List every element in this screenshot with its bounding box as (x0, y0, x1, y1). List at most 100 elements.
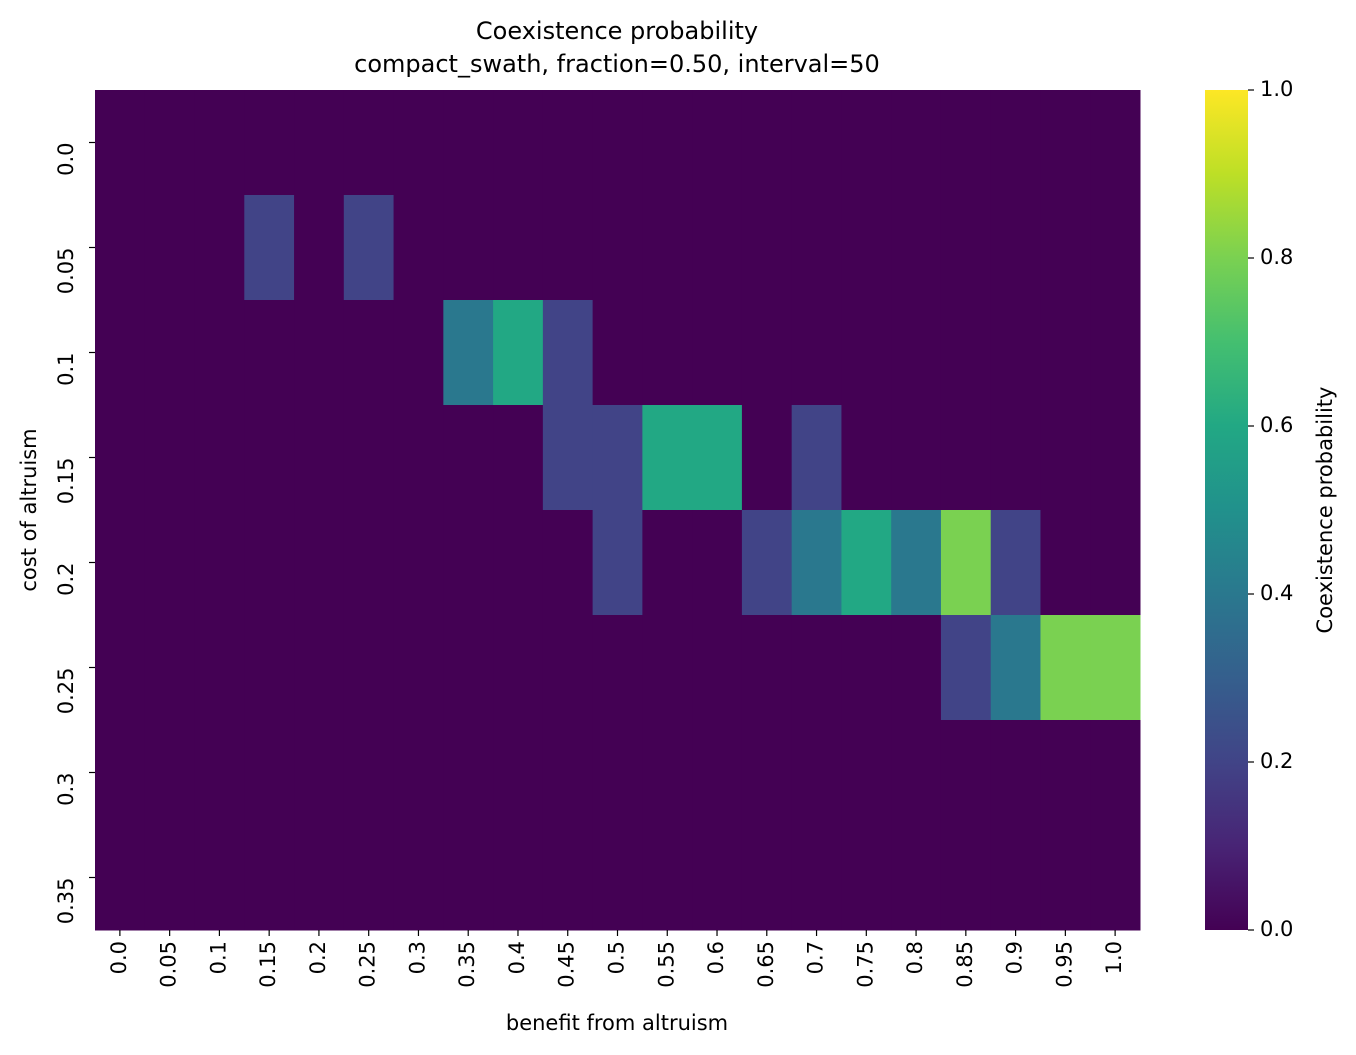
heatmap-cell (1090, 195, 1141, 301)
heatmap-cell (95, 300, 146, 406)
heatmap-cell (592, 825, 643, 931)
heatmap-cell (642, 300, 693, 406)
heatmap-cell (791, 615, 842, 721)
heatmap-cell (791, 300, 842, 406)
heatmap-cell (343, 90, 395, 196)
heatmap-cell (1040, 90, 1091, 196)
heatmap-cell (990, 300, 1041, 406)
heatmap-cell (1090, 405, 1141, 511)
heatmap-cell (692, 510, 743, 616)
x-tick-label: 0.2 (306, 941, 330, 974)
colorbar-label: Coexistence probability (1313, 387, 1337, 634)
heatmap-cell (592, 615, 643, 721)
heatmap-cell (1090, 720, 1141, 826)
y-tick-label: 0.1 (54, 353, 78, 386)
heatmap-cell (1090, 300, 1141, 406)
heatmap-cell (542, 720, 594, 826)
heatmap-cell (592, 195, 643, 301)
x-tick-label: 0.1 (206, 941, 230, 974)
heatmap-cell (493, 195, 544, 301)
x-tick-label: 0.85 (953, 941, 977, 988)
heatmap-cell (1090, 90, 1141, 196)
x-tick-label: 0.7 (804, 941, 828, 974)
heatmap-cell (493, 615, 544, 721)
heatmap-cell (393, 720, 444, 826)
x-tick-label: 0.05 (157, 941, 181, 988)
x-tick-label: 0.25 (356, 941, 380, 988)
heatmap-cell (542, 825, 594, 931)
heatmap-cell (95, 90, 146, 196)
x-tick-label: 0.5 (605, 941, 629, 974)
heatmap-cell (1040, 615, 1091, 721)
heatmap-cell (692, 405, 743, 511)
heatmap-cell (393, 405, 444, 511)
y-axis-label: cost of altruism (17, 428, 41, 591)
heatmap-cell (940, 300, 992, 406)
x-axis-label: benefit from altruism (506, 1011, 728, 1035)
heatmap-cell (244, 195, 295, 301)
heatmap-cell (1040, 510, 1091, 616)
heatmap-cell (741, 720, 793, 826)
heatmap-cell (542, 615, 594, 721)
heatmap-cell (990, 90, 1041, 196)
x-tick-label: 0.65 (754, 941, 778, 988)
heatmap-cell (493, 825, 544, 931)
heatmap-cell (343, 405, 395, 511)
heatmap-cell (692, 300, 743, 406)
heatmap-cell (493, 405, 544, 511)
heatmap-cell (194, 90, 245, 196)
x-tick-label: 0.55 (654, 941, 678, 988)
x-tick-label: 0.9 (1003, 941, 1027, 974)
heatmap-cell (990, 720, 1041, 826)
heatmap-cell (343, 615, 395, 721)
heatmap-cell (841, 195, 892, 301)
x-tick-label: 0.45 (555, 941, 579, 988)
heatmap-cell (592, 300, 643, 406)
heatmap-cell (741, 90, 793, 196)
heatmap-cell (244, 300, 295, 406)
heatmap-cell (692, 90, 743, 196)
y-tick-label: 0.0 (54, 143, 78, 176)
heatmap-cell (144, 405, 196, 511)
heatmap-cell (244, 615, 295, 721)
heatmap-cell (244, 720, 295, 826)
x-tick-label: 0.0 (107, 941, 131, 974)
heatmap-cell (542, 300, 594, 406)
y-tick-label: 0.2 (54, 563, 78, 596)
heatmap-cell (642, 825, 693, 931)
heatmap-cell (592, 90, 643, 196)
heatmap-cell (144, 90, 196, 196)
x-tick-label: 0.75 (853, 941, 877, 988)
heatmap-cell (891, 720, 942, 826)
heatmap-cell (343, 195, 395, 301)
heatmap-cell (891, 405, 942, 511)
x-tick-label: 1.0 (1102, 941, 1126, 974)
heatmap-cell (642, 405, 693, 511)
heatmap-cell (542, 405, 594, 511)
heatmap-cell (294, 405, 345, 511)
heatmap-cell (1040, 195, 1091, 301)
heatmap-cell (95, 720, 146, 826)
heatmap-cell (1040, 825, 1091, 931)
heatmap-cell (990, 405, 1041, 511)
heatmap-cell (791, 90, 842, 196)
heatmap-cell (1040, 720, 1091, 826)
heatmap-cell (443, 825, 494, 931)
heatmap-cell (990, 195, 1041, 301)
heatmap-cell (95, 195, 146, 301)
heatmap-cell (443, 90, 494, 196)
heatmap-cell (95, 405, 146, 511)
heatmap-cell (940, 90, 992, 196)
heatmap-cell (493, 720, 544, 826)
chart-subtitle: compact_swath, fraction=0.50, interval=5… (354, 50, 880, 78)
y-tick-label: 0.05 (54, 248, 78, 295)
heatmap-cell (1040, 405, 1091, 511)
heatmap-cell (493, 510, 544, 616)
heatmap-cell (642, 720, 693, 826)
heatmap-cell (891, 90, 942, 196)
heatmap-cell (95, 510, 146, 616)
x-tick-label: 0.35 (455, 941, 479, 988)
heatmap-cell (294, 825, 345, 931)
heatmap-cell (294, 615, 345, 721)
heatmap-cell (741, 405, 793, 511)
